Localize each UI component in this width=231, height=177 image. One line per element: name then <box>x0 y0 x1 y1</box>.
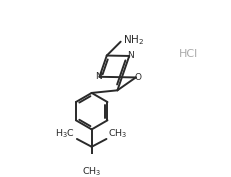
Text: HCl: HCl <box>179 49 198 59</box>
Text: N: N <box>127 51 133 60</box>
Text: CH$_3$: CH$_3$ <box>82 166 101 177</box>
Text: N: N <box>94 72 101 81</box>
Text: O: O <box>134 73 141 82</box>
Text: H$_3$C: H$_3$C <box>55 127 75 140</box>
Text: CH$_3$: CH$_3$ <box>108 127 127 140</box>
Text: NH$_2$: NH$_2$ <box>123 33 144 47</box>
